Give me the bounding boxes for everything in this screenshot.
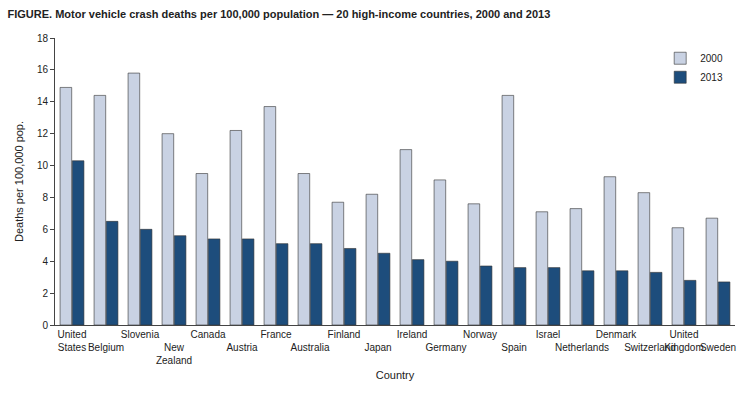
svg-text:Deaths per 100,000 pop.: Deaths per 100,000 pop. xyxy=(13,121,25,242)
svg-text:Israel: Israel xyxy=(536,329,560,340)
svg-text:Sweden: Sweden xyxy=(700,342,736,353)
svg-text:8: 8 xyxy=(42,192,48,203)
svg-text:Ireland: Ireland xyxy=(397,329,428,340)
svg-text:Netherlands: Netherlands xyxy=(555,342,609,353)
svg-text:Austria: Austria xyxy=(226,342,258,353)
svg-text:Australia: Australia xyxy=(291,342,330,353)
svg-text:18: 18 xyxy=(37,33,49,44)
svg-text:10: 10 xyxy=(37,160,49,171)
svg-text:4: 4 xyxy=(42,256,48,267)
svg-text:6: 6 xyxy=(42,224,48,235)
svg-text:2013: 2013 xyxy=(700,72,723,83)
svg-text:UnitedStates: UnitedStates xyxy=(58,329,87,353)
svg-text:Germany: Germany xyxy=(425,342,466,353)
svg-text:UnitedKingdom: UnitedKingdom xyxy=(664,329,703,353)
svg-text:Country: Country xyxy=(376,369,415,381)
svg-text:Finland: Finland xyxy=(328,329,361,340)
svg-text:Belgium: Belgium xyxy=(88,342,124,353)
svg-text:Denmark: Denmark xyxy=(596,329,638,340)
svg-text:Spain: Spain xyxy=(501,342,527,353)
svg-text:16: 16 xyxy=(37,64,49,75)
svg-text:0: 0 xyxy=(42,320,48,331)
svg-text:14: 14 xyxy=(37,96,49,107)
svg-text:2: 2 xyxy=(42,288,48,299)
svg-text:12: 12 xyxy=(37,128,49,139)
svg-text:Japan: Japan xyxy=(364,342,391,353)
svg-text:Norway: Norway xyxy=(463,329,497,340)
svg-text:Slovenia: Slovenia xyxy=(121,329,160,340)
svg-text:NewZealand: NewZealand xyxy=(156,342,192,366)
svg-text:Switzerland: Switzerland xyxy=(624,342,676,353)
svg-text:FIGURE. Motor vehicle crash de: FIGURE. Motor vehicle crash deaths per 1… xyxy=(8,8,551,20)
svg-text:France: France xyxy=(260,329,292,340)
svg-text:2000: 2000 xyxy=(700,53,723,64)
svg-text:Canada: Canada xyxy=(190,329,225,340)
